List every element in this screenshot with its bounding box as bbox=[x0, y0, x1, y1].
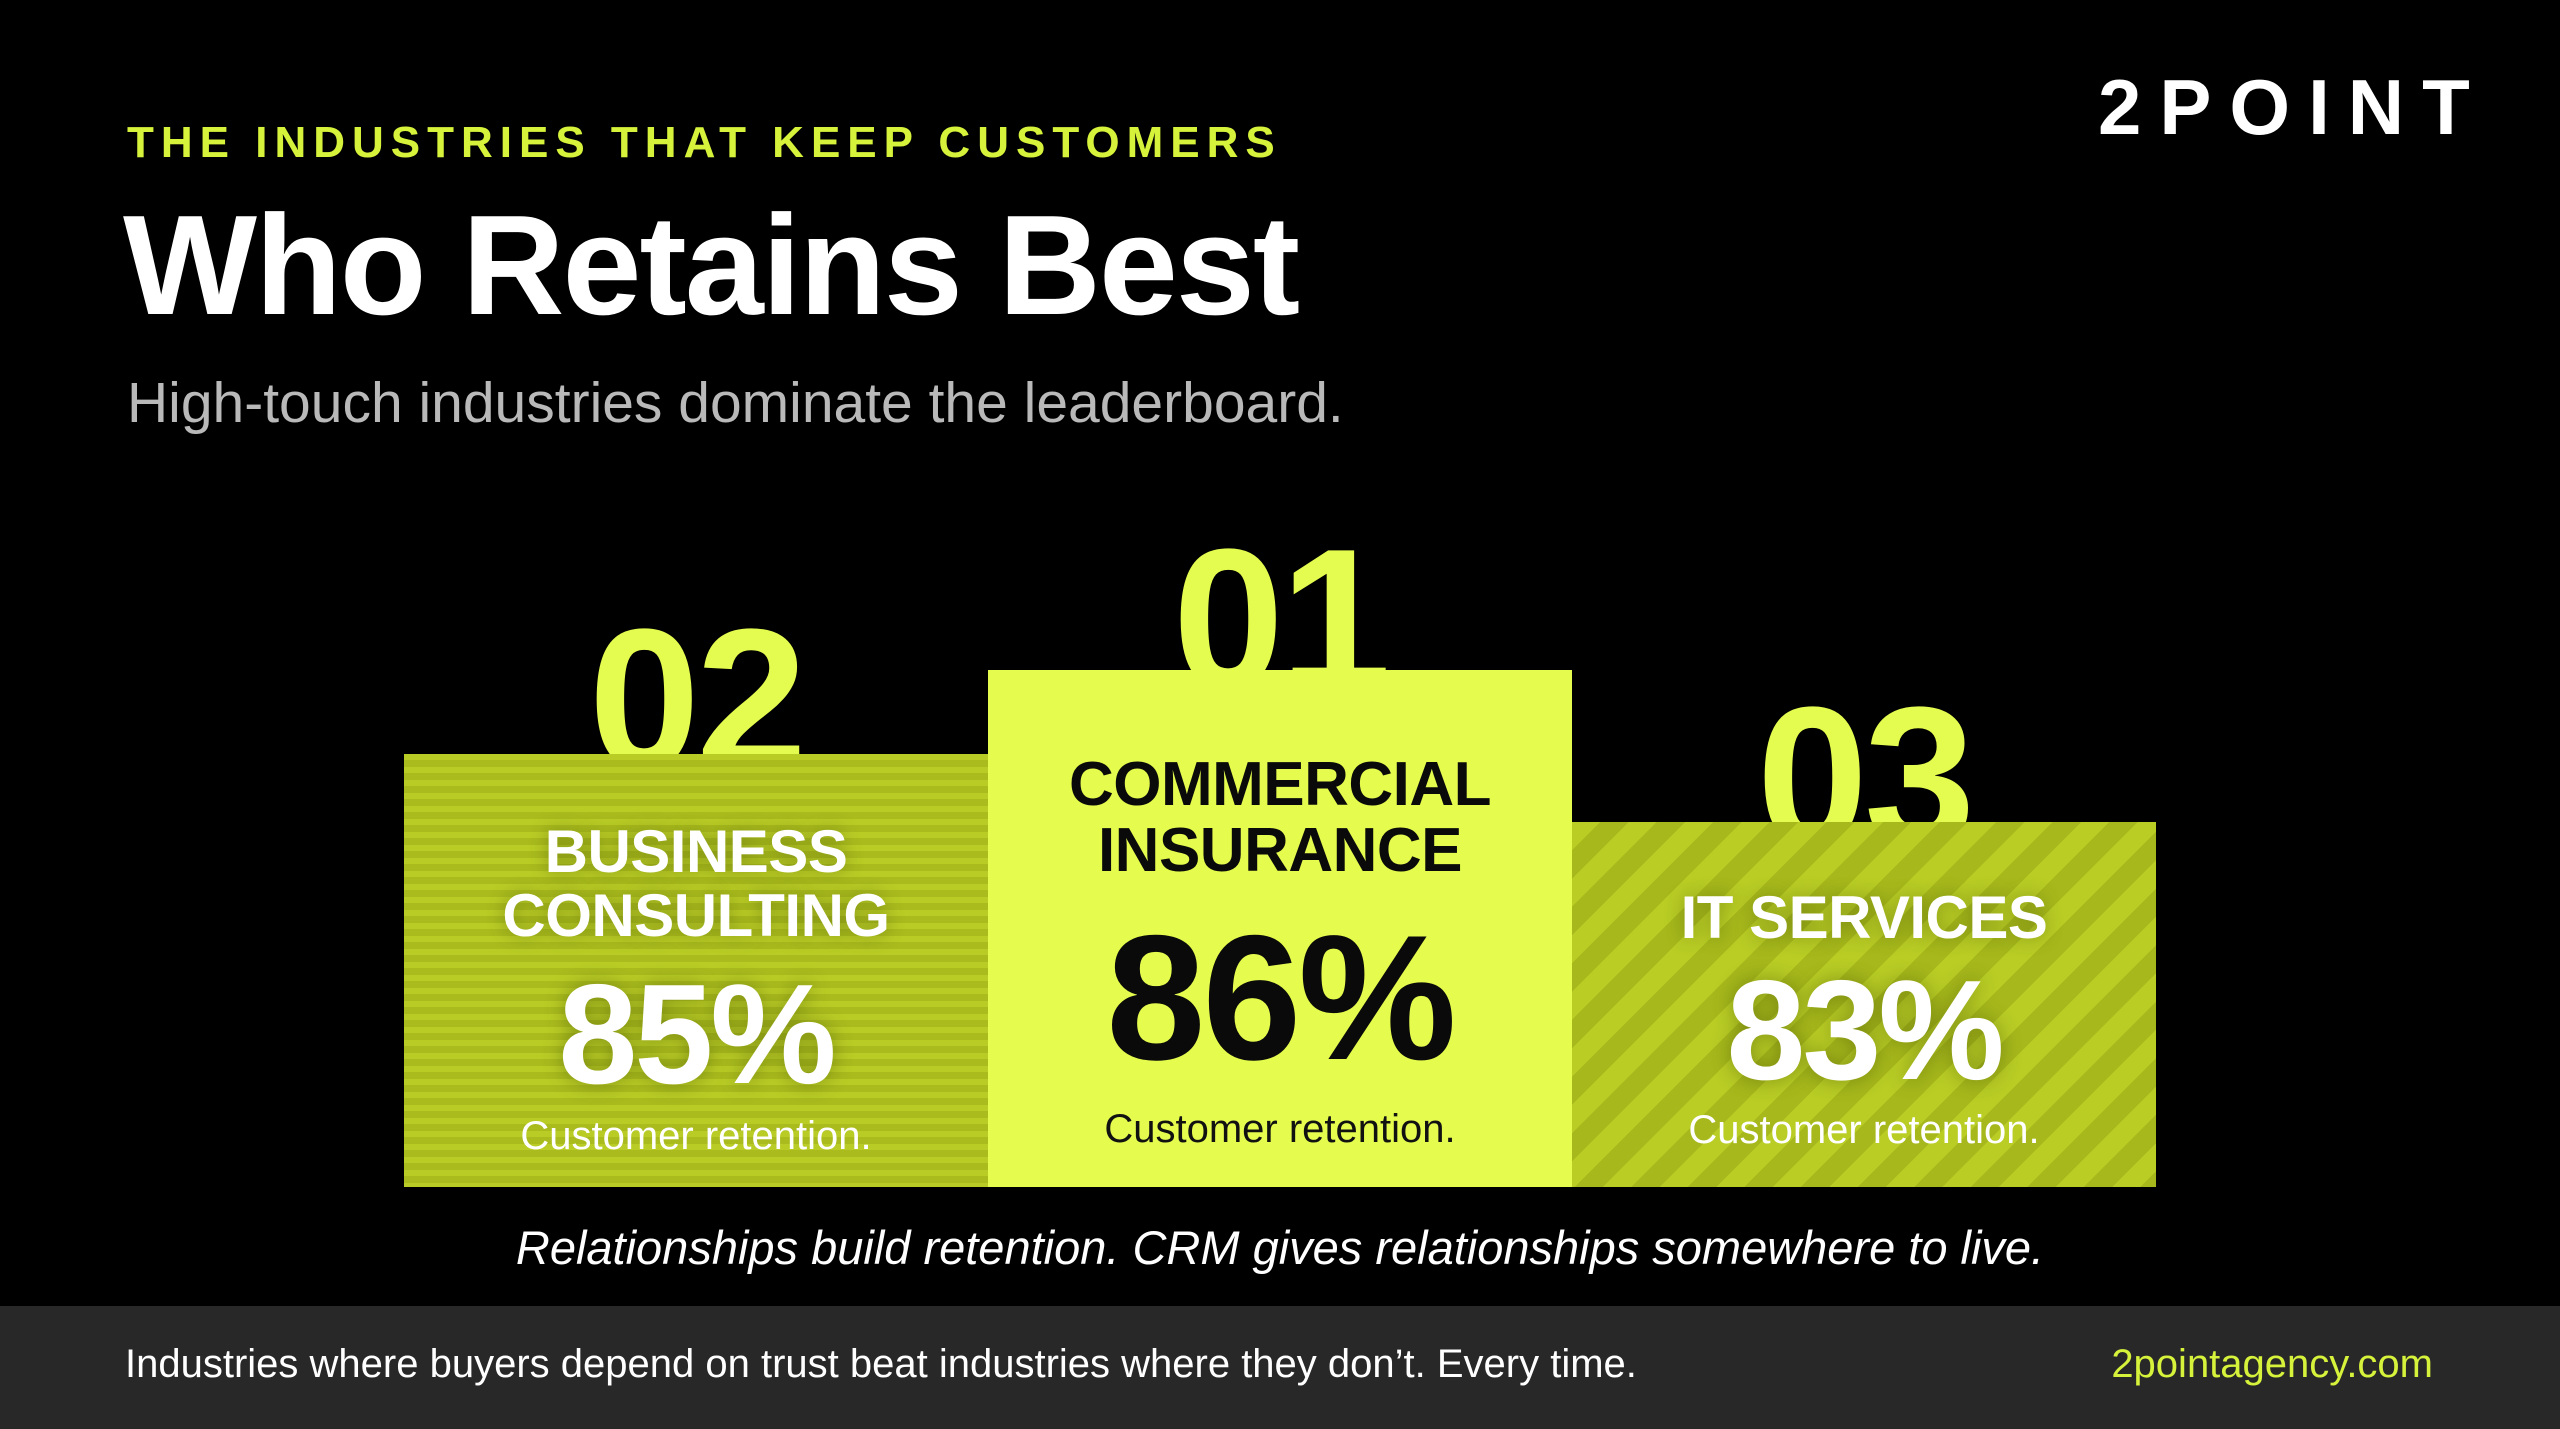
eyebrow-heading: THE INDUSTRIES THAT KEEP CUSTOMERS bbox=[127, 118, 1282, 167]
page-subtitle: High-touch industries dominate the leade… bbox=[127, 371, 1344, 435]
industry-name: BUSINESS CONSULTING bbox=[502, 818, 890, 950]
industry-name-line: BUSINESS bbox=[544, 818, 848, 885]
footer-bar: Industries where buyers depend on trust … bbox=[0, 1306, 2560, 1429]
footer-text: Industries where buyers depend on trust … bbox=[125, 1342, 1637, 1386]
footer-url-link[interactable]: 2pointagency.com bbox=[2111, 1342, 2433, 1386]
industry-name-line: IT SERVICES bbox=[1680, 884, 2048, 951]
retention-value: 86% bbox=[1106, 897, 1456, 1097]
podium-second-place: 02 BUSINESS CONSULTING 85% Customer rete… bbox=[404, 600, 988, 1187]
podium-block: BUSINESS CONSULTING 85% Customer retenti… bbox=[404, 754, 988, 1187]
podium-block: COMMERCIAL INSURANCE 86% Customer retent… bbox=[988, 670, 1572, 1187]
retention-caption: Customer retention. bbox=[1688, 1108, 2040, 1153]
industry-name: COMMERCIAL INSURANCE bbox=[1068, 750, 1492, 886]
podium-third-place: 03 IT SERVICES 83% Customer retention. bbox=[1572, 678, 2156, 1187]
retention-caption: Customer retention. bbox=[520, 1114, 872, 1159]
tagline: Relationships build retention. CRM gives… bbox=[515, 1221, 2045, 1274]
brand-logo: 2POINT bbox=[2098, 63, 2488, 151]
retention-value: 85% bbox=[558, 955, 836, 1115]
retention-value: 83% bbox=[1726, 951, 2004, 1111]
podium-block: IT SERVICES 83% Customer retention. bbox=[1572, 822, 2156, 1187]
retention-caption: Customer retention. bbox=[1104, 1106, 1456, 1151]
podium-first-place: 01 COMMERCIAL INSURANCE 86% Customer ret… bbox=[988, 520, 1572, 1187]
industry-name: IT SERVICES bbox=[1680, 884, 2048, 951]
industry-name-line: INSURANCE bbox=[1097, 816, 1463, 886]
industry-name-line: COMMERCIAL bbox=[1068, 750, 1492, 819]
page-title: Who Retains Best bbox=[123, 186, 1300, 345]
industry-name-line: CONSULTING bbox=[502, 882, 890, 950]
